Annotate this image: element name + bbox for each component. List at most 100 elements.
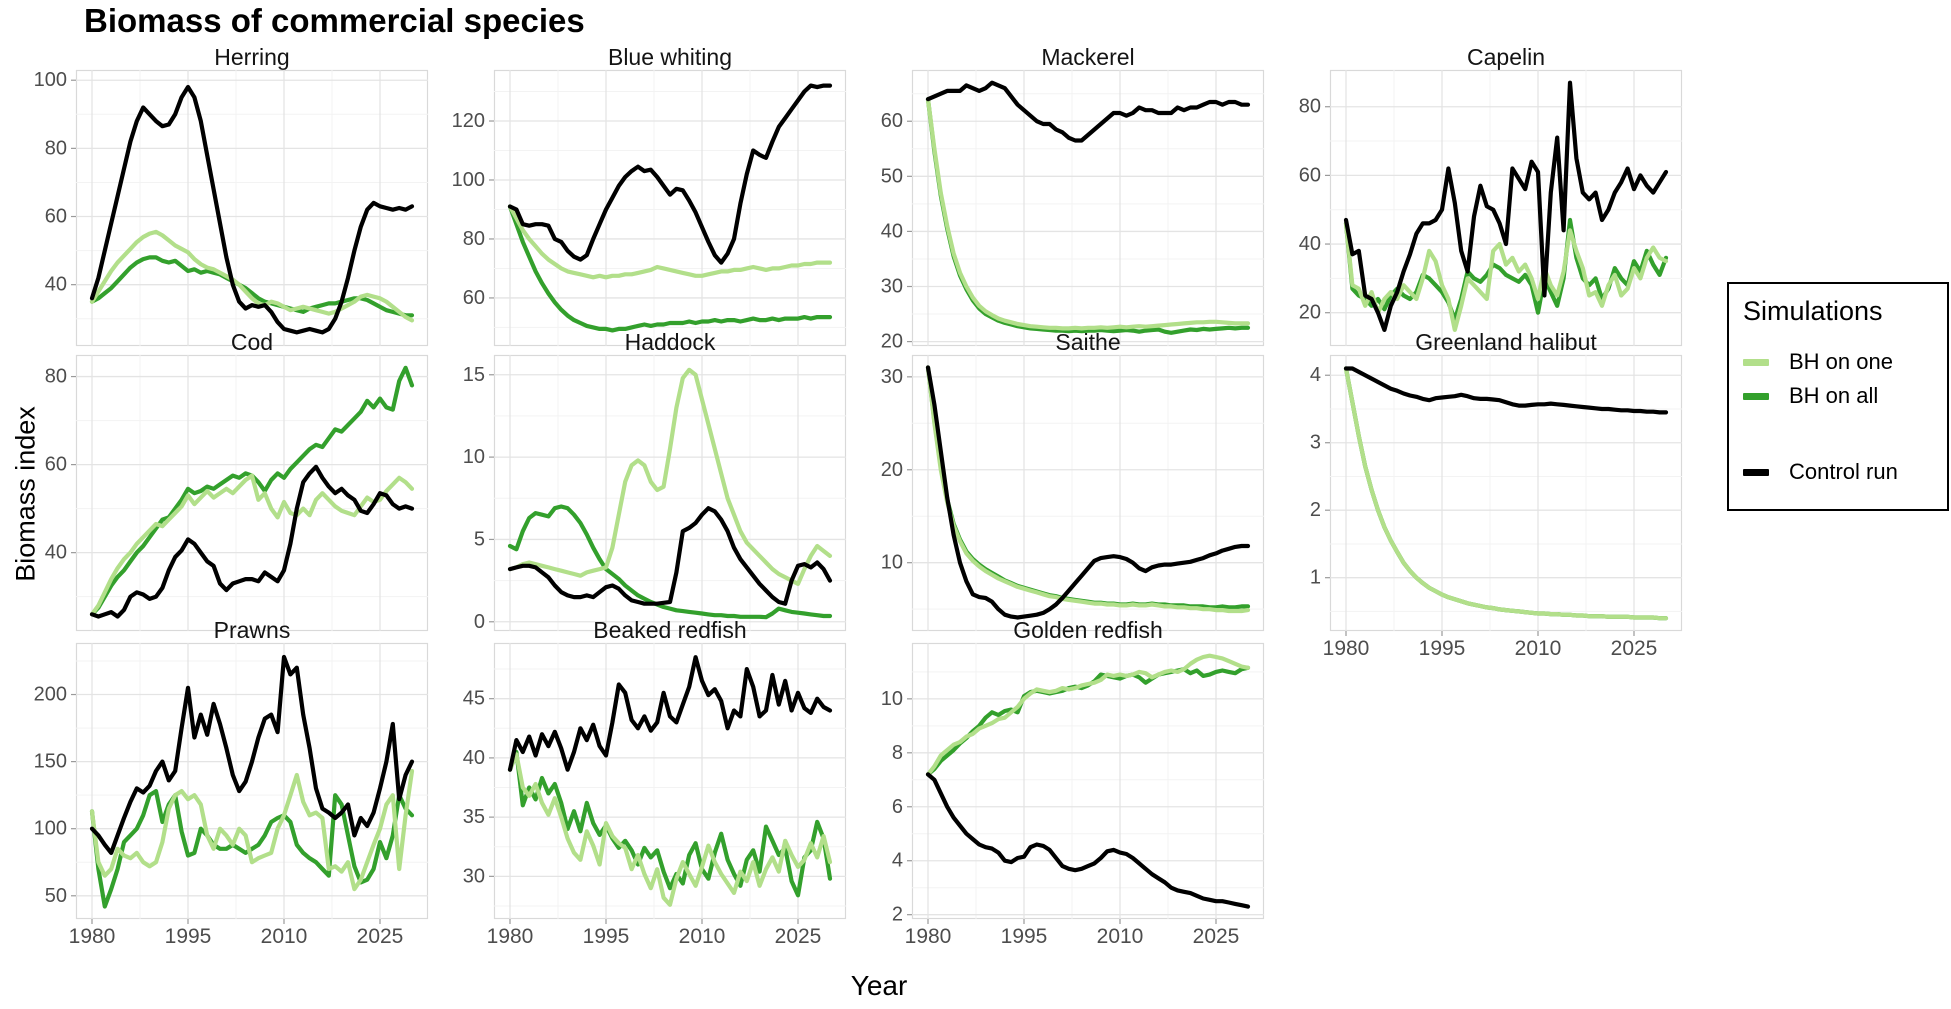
svg-text:60: 60 — [45, 206, 67, 228]
panel-title-herring: Herring — [214, 44, 290, 70]
legend-swatch-control-run-icon — [1743, 468, 1769, 476]
facet-cod: Cod 40 60 80 — [32, 329, 429, 632]
svg-text:2010: 2010 — [1097, 925, 1144, 948]
svg-text:20: 20 — [881, 459, 903, 481]
svg-text:1980: 1980 — [69, 925, 116, 948]
panel-title-prawns: Prawns — [213, 617, 291, 643]
svg-text:10: 10 — [881, 688, 903, 710]
svg-text:20: 20 — [1299, 302, 1321, 324]
svg-text:100: 100 — [452, 169, 485, 191]
svg-text:80: 80 — [45, 137, 67, 159]
legend: Simulations BH on one BH on all Control … — [1727, 282, 1949, 511]
panel-plot-saithe: 10 20 30 — [881, 354, 1265, 632]
svg-text:35: 35 — [463, 806, 485, 828]
svg-text:30: 30 — [881, 276, 903, 298]
legend-item-bh-on-one: BH on one — [1743, 345, 1933, 379]
svg-text:2: 2 — [892, 904, 903, 926]
svg-text:80: 80 — [1299, 96, 1321, 118]
panel-plot-capelin: 20 40 60 80 — [1299, 69, 1683, 347]
facet-greenland-halibut: Greenland halibut 1 2 3 4 1980 1995 2010 2025 — [1286, 329, 1683, 663]
panel-title-blue-whiting: Blue whiting — [607, 44, 733, 70]
svg-text:40: 40 — [1299, 233, 1321, 255]
facet-herring: Herring 40 60 80 100 — [32, 44, 429, 347]
panel-plot-beaked-redfish: 30 35 40 45 1980 1995 2010 2025 — [463, 642, 847, 948]
facet-blue-whiting: Blue whiting 60 80 100 120 — [450, 44, 847, 347]
svg-text:2010: 2010 — [261, 925, 308, 948]
svg-text:1995: 1995 — [1001, 925, 1048, 948]
figure-title: Biomass of commercial species — [84, 2, 585, 39]
panel-title-haddock: Haddock — [624, 329, 716, 355]
svg-text:100: 100 — [34, 818, 67, 840]
panel-title-saithe: Saithe — [1055, 329, 1121, 355]
svg-text:3: 3 — [1310, 432, 1321, 454]
svg-text:1980: 1980 — [905, 925, 952, 948]
svg-text:5: 5 — [474, 528, 485, 550]
svg-text:60: 60 — [1299, 164, 1321, 186]
svg-text:2025: 2025 — [1193, 925, 1240, 948]
facet-beaked-redfish: Beaked redfish 30 35 40 45 1980 1995 2010 2025 — [450, 617, 847, 951]
svg-text:40: 40 — [463, 747, 485, 769]
legend-label-control-run: Control run — [1789, 459, 1898, 484]
svg-text:60: 60 — [881, 110, 903, 132]
svg-text:40: 40 — [45, 274, 67, 296]
svg-text:2025: 2025 — [775, 925, 822, 948]
panel-plot-golden-redfish: 2 4 6 8 10 1980 1995 2010 2025 — [881, 642, 1265, 948]
svg-text:40: 40 — [881, 220, 903, 242]
svg-text:2025: 2025 — [1611, 637, 1658, 660]
svg-text:15: 15 — [463, 364, 485, 386]
svg-text:1995: 1995 — [583, 925, 630, 948]
panel-title-greenland-halibut: Greenland halibut — [1415, 329, 1597, 355]
svg-text:50: 50 — [881, 165, 903, 187]
legend-item-bh-on-all: BH on all — [1743, 379, 1933, 413]
panel-plot-greenland-halibut: 1 2 3 4 1980 1995 2010 2025 — [1310, 354, 1683, 660]
svg-text:1980: 1980 — [1323, 637, 1370, 660]
svg-text:2025: 2025 — [357, 925, 404, 948]
panel-plot-mackerel: 20 30 40 50 60 — [881, 69, 1265, 353]
panel-plot-prawns: 50 100 150 200 1980 1995 2010 2025 — [34, 642, 429, 948]
svg-text:4: 4 — [1310, 364, 1321, 386]
panel-title-beaked-redfish: Beaked redfish — [593, 617, 747, 643]
svg-text:10: 10 — [463, 446, 485, 468]
svg-text:40: 40 — [45, 542, 67, 564]
svg-text:30: 30 — [463, 865, 485, 887]
svg-text:60: 60 — [45, 454, 67, 476]
panel-plot-herring: 40 60 80 100 — [34, 69, 429, 347]
svg-text:10: 10 — [881, 552, 903, 574]
svg-text:2010: 2010 — [679, 925, 726, 948]
svg-text:30: 30 — [881, 366, 903, 388]
svg-text:200: 200 — [34, 684, 67, 706]
panel-plot-blue-whiting: 60 80 100 120 — [452, 69, 847, 347]
svg-text:50: 50 — [45, 885, 67, 907]
svg-text:2: 2 — [1310, 499, 1321, 521]
panel-title-golden-redfish: Golden redfish — [1013, 617, 1163, 643]
legend-item-control-run: Control run — [1743, 455, 1933, 489]
svg-text:4: 4 — [892, 850, 903, 872]
panel-plot-haddock: 0 5 10 15 — [463, 354, 847, 633]
x-axis-label: Year — [850, 970, 908, 1001]
svg-text:80: 80 — [463, 228, 485, 250]
facet-golden-redfish: Golden redfish 2 4 6 8 10 1980 1995 2010 2025 — [868, 617, 1265, 951]
facet-capelin: Capelin 20 40 60 80 — [1286, 44, 1683, 347]
legend-swatch-bh-on-all-icon — [1743, 392, 1769, 400]
svg-text:20: 20 — [881, 331, 903, 353]
svg-text:6: 6 — [892, 796, 903, 818]
svg-text:1980: 1980 — [487, 925, 534, 948]
panel-title-cod: Cod — [230, 329, 274, 355]
svg-text:1995: 1995 — [1419, 637, 1466, 660]
svg-text:120: 120 — [452, 110, 485, 132]
legend-label-bh-on-all: BH on all — [1789, 383, 1879, 408]
panel-plot-cod: 40 60 80 — [45, 354, 429, 632]
legend-title: Simulations — [1743, 296, 1883, 326]
facet-prawns: Prawns 50 100 150 200 1980 1995 2010 2025 — [32, 617, 429, 951]
facet-saithe: Saithe 10 20 30 — [868, 329, 1265, 632]
svg-text:2010: 2010 — [1515, 637, 1562, 660]
svg-text:150: 150 — [34, 751, 67, 773]
legend-swatch-bh-on-one-icon — [1743, 358, 1769, 366]
legend-label-bh-on-one: BH on one — [1789, 349, 1893, 374]
svg-text:100: 100 — [34, 69, 67, 91]
svg-text:1: 1 — [1310, 567, 1321, 589]
panel-title-mackerel: Mackerel — [1041, 44, 1135, 70]
svg-text:8: 8 — [892, 742, 903, 764]
facet-mackerel: Mackerel 20 30 40 50 60 — [868, 44, 1265, 353]
